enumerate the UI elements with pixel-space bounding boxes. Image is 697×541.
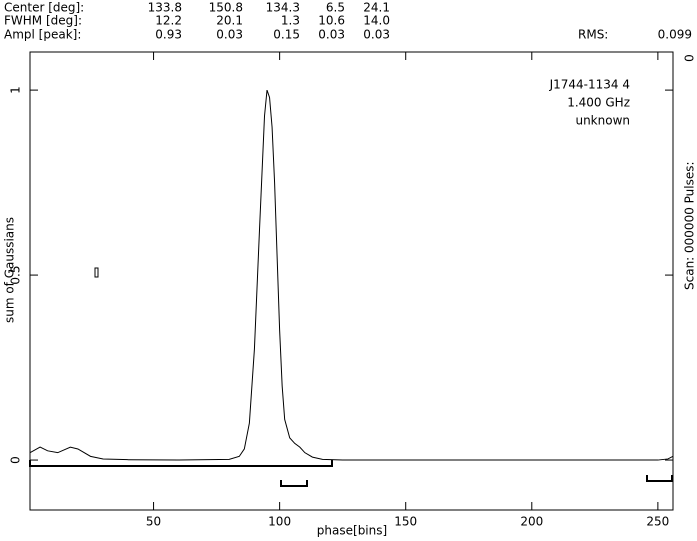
y-tick-label: 0.5 [9,266,23,285]
param-value: 150.8 [209,1,243,15]
scale-bar [94,267,99,278]
param-value: 10.6 [318,14,345,28]
x-tick-label: 50 [146,515,161,529]
param-value: 0.93 [155,28,182,42]
param-value: 0.03 [216,28,243,42]
param-value: 1.3 [281,14,300,28]
scan-label: Scan: 000000 Pulses: [683,161,697,290]
annotation: J1744-1134 4 [549,78,630,92]
rms-value: 0.099 [658,28,692,42]
param-value: 133.8 [148,1,182,15]
rms-label: RMS: [578,28,608,42]
annotation: unknown [575,114,630,128]
param-value: 14.0 [363,14,390,28]
param-label: FWHM [deg]: [4,14,82,28]
param-value: 0.15 [273,28,300,42]
param-value: 134.3 [266,1,300,15]
param-value: 0.03 [318,28,345,42]
annotation: 1.400 GHz [567,96,630,110]
param-label: Ampl [peak]: [4,28,81,42]
y-axis-label: sum of Gaussians [3,217,17,323]
bracket [280,480,308,487]
pulses-value: 0 [683,54,697,62]
x-axis-label: phase[bins] [317,524,387,538]
param-value: 24.1 [363,1,390,15]
y-tick-label: 1 [9,86,23,94]
profile-line [29,89,674,461]
param-value: 12.2 [155,14,182,28]
param-value: 20.1 [216,14,243,28]
param-value: 0.03 [363,28,390,42]
x-tick-label: 250 [646,515,669,529]
x-tick-label: 200 [520,515,543,529]
param-label: Center [deg]: [4,1,84,15]
param-value: 6.5 [326,1,345,15]
bracket [646,475,673,482]
x-tick-label: 150 [394,515,417,529]
plot-frame [29,51,674,511]
x-tick-label: 100 [268,515,291,529]
y-tick-label: 0 [9,456,23,464]
bracket [29,460,333,467]
